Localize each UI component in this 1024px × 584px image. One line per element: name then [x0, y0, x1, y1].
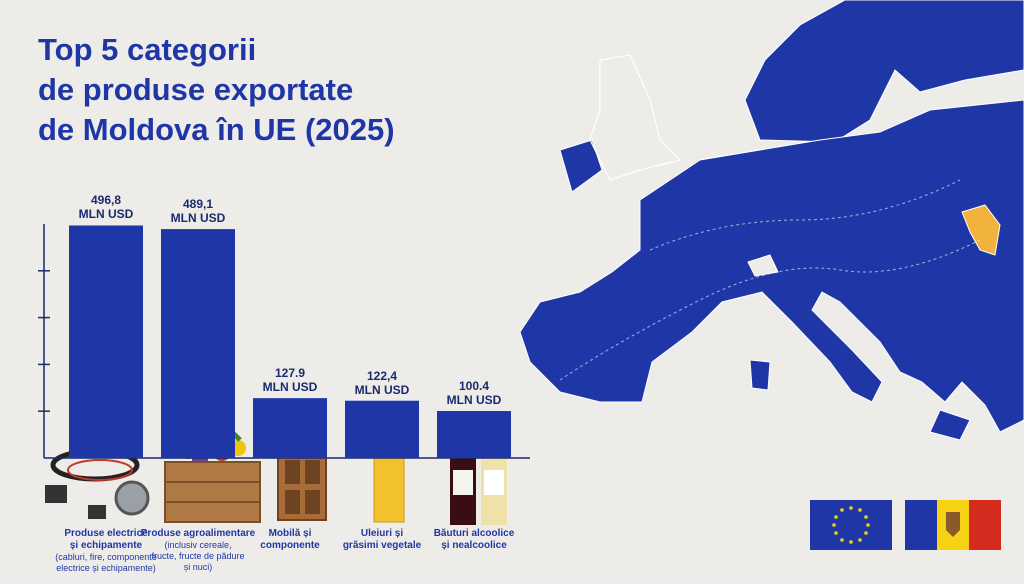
value-label: 100.4 — [458, 379, 490, 393]
value-unit: MLN USD — [78, 207, 134, 222]
icon-cables — [45, 448, 150, 519]
value-label: 122,4 — [366, 368, 398, 383]
category-label: Mobilă și componente — [260, 528, 320, 551]
value-label: 489,1 — [182, 197, 214, 212]
icon-wine — [450, 416, 507, 525]
route-line — [649, 179, 961, 251]
category-detail: (inclusiv cereale, fructe, fructe de păd… — [151, 540, 245, 572]
value-label: 127.9 — [274, 366, 306, 381]
route-line — [559, 239, 981, 381]
category-label: Uleiuri și grăsimi vegetale — [342, 528, 422, 551]
value-unit: MLN USD — [446, 393, 502, 407]
moldova — [961, 204, 1001, 256]
md-coat — [946, 512, 960, 537]
md-flag-blue — [905, 500, 937, 550]
value-label: 496,8 — [90, 193, 122, 208]
category-label: Băuturi alcoolice și nealcoolice — [433, 528, 515, 551]
chart-title: Top 5 categorii de produse exportate de … — [38, 32, 395, 147]
category-label: Produse agroalimentare — [140, 528, 256, 539]
value-unit: MLN USD — [262, 380, 318, 395]
bar — [345, 400, 419, 458]
bar — [253, 398, 327, 458]
bar — [69, 225, 143, 458]
category-label: Produse electrice și echipamente — [64, 528, 148, 551]
value-unit: MLN USD — [170, 211, 226, 226]
bar — [161, 229, 235, 458]
value-unit: MLN USD — [354, 382, 410, 397]
europe-map — [519, 0, 1024, 441]
category-detail: (cabluri, fire, componente electrice și … — [55, 552, 157, 573]
bar — [437, 411, 511, 458]
md-flag-red — [969, 500, 1001, 550]
eu-stars — [832, 506, 870, 544]
uk-outline — [589, 54, 682, 181]
switzerland — [747, 254, 779, 277]
